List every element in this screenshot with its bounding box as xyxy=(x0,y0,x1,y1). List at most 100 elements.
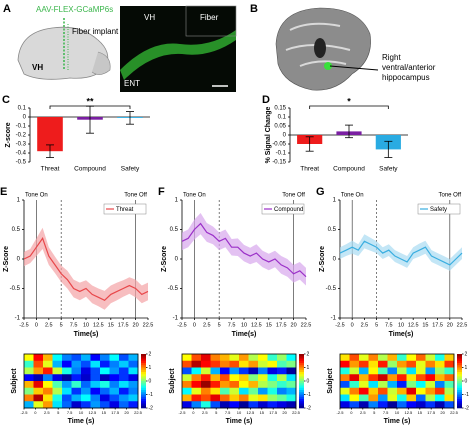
heat-cell xyxy=(359,381,369,389)
heat-cell xyxy=(406,354,417,362)
y-axis-label: Z-Score xyxy=(3,246,10,272)
x-tick-label: 10 xyxy=(398,322,404,328)
x-tick-label: Threat xyxy=(41,166,60,173)
x-tick-label: 5 xyxy=(218,322,221,328)
heat-cell xyxy=(258,387,268,395)
heat-cell xyxy=(286,360,297,368)
colorbar-step xyxy=(141,399,146,402)
heat-cell xyxy=(387,360,398,368)
colorbar-step xyxy=(457,378,462,382)
heat-cell xyxy=(43,367,53,375)
x-tick-label: 0 xyxy=(192,410,195,415)
heat-cell xyxy=(378,374,388,382)
heat-cell xyxy=(267,401,278,409)
heat-cell xyxy=(378,360,388,368)
colorbar-step xyxy=(299,399,304,402)
heat-cell xyxy=(239,360,249,368)
heat-cell xyxy=(378,381,388,389)
roi-label: ventral/anterior xyxy=(382,63,436,72)
x-tick-label: 7.5 xyxy=(70,322,78,328)
heat-cell xyxy=(435,374,445,382)
y-tick-label: 0.5 xyxy=(170,227,179,233)
colorbar-label: 2 xyxy=(307,351,310,357)
heat-cell xyxy=(258,367,268,375)
x-tick-label: Safety xyxy=(121,166,140,173)
heat-cell xyxy=(239,381,249,389)
heat-cell xyxy=(425,374,436,382)
colorbar-step xyxy=(299,356,304,359)
y-tick-label: 0.1 xyxy=(278,115,287,121)
heat-cell xyxy=(248,394,259,402)
heat-cell xyxy=(416,374,426,382)
y-tick-label: 0 xyxy=(333,257,337,263)
colorbar-step xyxy=(299,396,304,400)
x-tick-label: 12.5 xyxy=(408,322,419,328)
y-tick-label: 1 xyxy=(17,198,21,204)
panel-letter: C xyxy=(2,94,10,106)
heat-cell xyxy=(378,401,388,409)
heat-cell xyxy=(258,360,268,368)
heat-cell xyxy=(43,394,53,402)
colorbar-step xyxy=(457,374,462,377)
colorbar-label: 2 xyxy=(149,351,152,357)
error-band xyxy=(24,227,148,310)
heat-cell xyxy=(248,367,259,375)
heat-cell xyxy=(109,381,120,389)
heat-cell xyxy=(128,394,139,402)
heat-cell xyxy=(210,381,221,389)
heat-cell xyxy=(359,387,369,395)
heat-cell xyxy=(229,367,240,375)
x-tick-label: Compound xyxy=(74,166,106,173)
x-tick-label: 0 xyxy=(34,410,37,415)
heat-cell xyxy=(277,394,287,402)
heat-cell xyxy=(33,367,44,375)
colorbar-step xyxy=(299,394,304,398)
colorbar-step xyxy=(457,399,462,402)
heat-cell xyxy=(119,387,129,395)
x-tick-label: 10 xyxy=(83,322,89,328)
heat-cell xyxy=(210,394,221,402)
x-tick-label: 0 xyxy=(193,322,196,328)
x-axis-label: Time(s) xyxy=(232,331,257,338)
colorbar-step xyxy=(141,358,146,362)
series-line xyxy=(339,240,463,266)
heat-cell xyxy=(435,381,445,389)
heat-cell xyxy=(191,381,202,389)
heat-cell xyxy=(378,394,388,402)
heat-cell xyxy=(43,387,53,395)
heat-cell xyxy=(220,360,230,368)
heat-cell xyxy=(416,394,426,402)
heat-cell xyxy=(416,360,426,368)
heat-cell xyxy=(100,354,110,362)
x-tick-label: 2.5 xyxy=(203,322,211,328)
heat-cell xyxy=(229,394,240,402)
heat-cell xyxy=(81,401,91,409)
region-label: VH xyxy=(32,63,43,72)
x-tick-label: 12.5 xyxy=(251,322,262,328)
heat-cell xyxy=(444,374,455,382)
colorbar-step xyxy=(141,401,146,404)
heat-cell xyxy=(349,367,360,375)
heat-cell xyxy=(90,360,101,368)
x-tick-label: 12.5 xyxy=(247,410,256,415)
heat-cell xyxy=(128,360,139,368)
error-band xyxy=(182,212,306,286)
colorbar-step xyxy=(141,394,146,398)
y-tick-label: 0.1 xyxy=(18,106,27,112)
heat-cell xyxy=(349,394,360,402)
heat-cell xyxy=(109,394,120,402)
heat-cell xyxy=(286,367,297,375)
x-tick-label: 17.5 xyxy=(269,410,278,415)
heat-cell xyxy=(71,360,82,368)
heat-cell xyxy=(406,367,417,375)
x-tick-label: 15 xyxy=(108,322,114,328)
colorbar-step xyxy=(299,401,304,404)
heat-cell xyxy=(378,387,388,395)
x-tick-label: 20 xyxy=(447,322,453,328)
heat-cell xyxy=(128,374,139,382)
heat-cell xyxy=(33,387,44,395)
colorbar-label: 0 xyxy=(307,378,310,384)
heat-cell xyxy=(182,360,192,368)
x-tick-label: 2.5 xyxy=(44,410,50,415)
heat-cell xyxy=(210,387,221,395)
